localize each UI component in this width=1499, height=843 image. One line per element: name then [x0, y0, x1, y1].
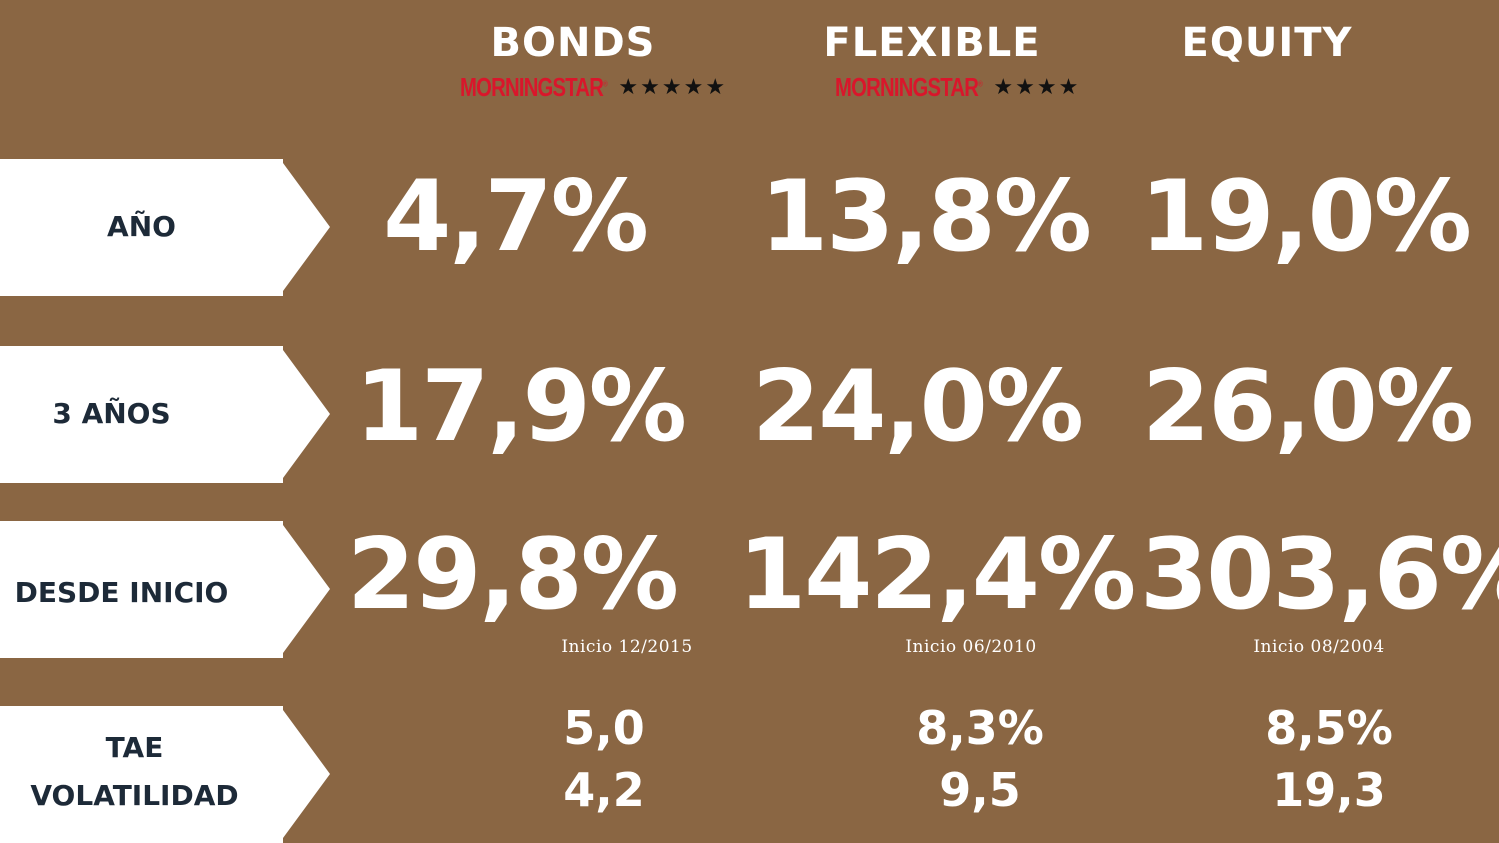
value-volatility-bonds: 4,2: [563, 763, 645, 817]
row-tag-year: AÑO: [0, 159, 330, 296]
morningstar-logo: MORNINGSTAR®: [460, 72, 608, 102]
row-label-year: AÑO: [107, 210, 176, 243]
row-tag-since-inception: DESDE INICIO: [0, 521, 330, 658]
rating-stars: ★★★★★: [618, 75, 728, 100]
value-tae-bonds: 5,0: [563, 701, 645, 755]
value-three-years-flexible: 24,0%: [752, 350, 1084, 464]
rating-stars: ★★★★: [993, 75, 1081, 100]
value-three-years-bonds: 17,9%: [355, 350, 687, 464]
column-header-bonds: BONDS: [490, 20, 656, 66]
row-label-tae: TAE: [105, 731, 164, 764]
inception-note-flexible: Inicio 06/2010: [905, 637, 1037, 657]
value-year-flexible: 13,8%: [760, 160, 1092, 274]
value-tae-equity: 8,5%: [1265, 701, 1393, 755]
row-label-volatility: VOLATILIDAD: [30, 779, 239, 812]
value-year-equity: 19,0%: [1140, 160, 1472, 274]
row-tag-tae-volatility: TAE VOLATILIDAD: [0, 706, 330, 843]
value-since-inception-flexible: 142,4%: [738, 518, 1136, 632]
column-header-flexible: FLEXIBLE: [823, 20, 1041, 66]
morningstar-rating-flexible: MORNINGSTAR® ★★★★: [835, 72, 1080, 103]
value-since-inception-bonds: 29,8%: [347, 518, 679, 632]
morningstar-rating-bonds: MORNINGSTAR® ★★★★★: [460, 72, 727, 103]
value-tae-flexible: 8,3%: [916, 701, 1044, 755]
row-label-since-inception: DESDE INICIO: [14, 576, 229, 609]
row-label-three-years: 3 AÑOS: [52, 397, 171, 430]
value-volatility-equity: 19,3: [1272, 763, 1386, 817]
row-tag-three-years: 3 AÑOS: [0, 346, 330, 483]
inception-note-equity: Inicio 08/2004: [1253, 637, 1385, 657]
value-since-inception-equity: 303,6%: [1140, 518, 1499, 632]
value-year-bonds: 4,7%: [383, 160, 649, 274]
inception-note-bonds: Inicio 12/2015: [561, 637, 693, 657]
value-three-years-equity: 26,0%: [1142, 350, 1474, 464]
column-header-equity: EQUITY: [1181, 20, 1353, 66]
morningstar-logo: MORNINGSTAR®: [835, 72, 983, 102]
value-volatility-flexible: 9,5: [939, 763, 1021, 817]
